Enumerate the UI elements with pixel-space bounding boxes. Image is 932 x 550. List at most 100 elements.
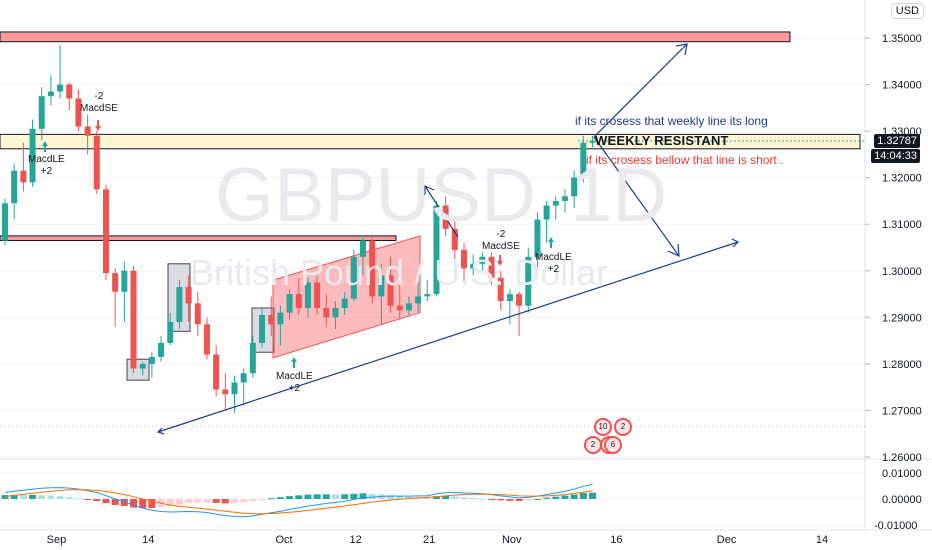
trend-line [157,241,739,433]
macd-histogram-bar [552,496,560,499]
macd-histogram-bar [506,499,514,501]
countdown-tag: 14:04:33 [871,149,920,163]
weekly-resistance-band [0,133,861,150]
macd-histogram-bar [29,494,37,499]
candle-body [470,263,477,269]
macd-histogram-bar [148,499,156,509]
price-tick-label: 1.34000 [882,80,922,92]
macd-histogram-bar [524,499,532,501]
signal-label: -2 MacdSE [80,91,118,115]
candle-body [543,205,550,220]
candle-body [231,382,238,395]
macd-histogram-bar [387,495,395,499]
signal-label: MacdLE +2 [28,154,65,178]
watermark-interval: 1D [570,153,668,238]
macd-histogram-bar [423,497,431,499]
trend-line-arrow [731,238,740,248]
short-arrow-head [667,243,680,257]
price-tick-label: 1.28000 [882,359,922,371]
candle-body [84,126,91,136]
macd-histogram-bar [111,499,119,505]
signal-name: MacdSE [80,103,118,114]
chart-zones [0,31,861,242]
candle-body [378,275,385,297]
time-tick-label: Oct [276,534,293,546]
candle-body [75,98,82,127]
price-tick-label: 1.27000 [882,405,922,417]
candle-body [158,342,165,357]
candle-body [277,312,284,325]
macd-histogram-bar [488,499,496,500]
candle-body [121,270,128,292]
candle-body [516,294,523,306]
candle-body [461,249,467,269]
macd-histogram-bar [295,495,303,499]
candle-body [369,240,376,297]
candle-body [314,282,321,309]
event-badge[interactable]: 10 [594,418,612,436]
candle-body [93,135,100,190]
candle-body [38,96,45,129]
price-tick-label: 1.26000 [882,452,922,464]
candle-body [387,275,394,306]
candle-body [571,177,578,197]
time-tick-label: 14 [816,534,828,546]
macd-tick-label: -0.01000 [874,520,917,532]
macd-histogram-bar [130,499,138,508]
candle-body [185,287,192,304]
macd-histogram-bar [194,499,202,503]
chart-axes: 1.350001.340001.330001.320001.310001.300… [47,33,922,546]
macd-histogram-bar [478,498,486,500]
macd-histogram-bar [231,499,238,504]
event-badge[interactable]: 2 [614,418,632,436]
macd-histogram-bar [175,499,183,505]
macd-histogram-bar [203,499,211,503]
macd-histogram-bar [65,497,73,499]
candle-body [47,91,54,97]
macd-histogram-bar [139,499,147,509]
candle-body [415,296,422,304]
macd-histogram-bar [304,494,312,499]
macdle-arrow [42,141,48,152]
candle-body [102,189,109,274]
macd-histogram-bar [368,494,376,499]
macd-histogram-bar [93,499,101,502]
macd-histogram-bar [38,495,46,499]
candle-body [451,228,458,250]
signal-value: -2 [496,229,506,240]
candle-body [488,256,495,278]
macd-histogram-bar [249,499,257,502]
time-tick-label: Nov [502,534,522,546]
macd-histogram-bar [267,498,275,500]
candle-body [2,203,8,241]
weekly-resistant-label: WEEKLY RESISTANT [595,133,729,148]
candle-body [249,342,256,374]
macd-histogram-bar [350,493,358,499]
candle-body [479,256,486,264]
macd-histogram-bar [166,499,174,507]
macd-histogram-bar [47,495,55,499]
macd-histogram-bar [570,494,578,499]
candle-body [213,354,220,390]
macd-histogram-bar [322,494,330,499]
event-badge[interactable]: 6 [604,436,622,454]
candle-body [20,170,27,183]
macd-histogram-bar [359,493,367,499]
signal-value: +2 [547,264,560,275]
long-arrow-head [675,43,688,56]
signal-label: MacdLE +2 [276,371,313,395]
candle-body [405,303,412,311]
currency-button[interactable]: USD [890,3,924,19]
macd-histogram-bar [185,499,193,504]
candle-body [341,298,348,309]
candle-body [506,294,513,302]
candle-body [176,287,183,322]
macd-histogram-bar [120,499,128,507]
macd-histogram-bar [515,499,523,502]
macd-histogram-bar [1,495,9,499]
macd-histogram-bar [442,495,450,499]
candle-body [332,308,339,318]
macd-histogram-bar [84,499,92,500]
macd-histogram-bar [258,499,266,500]
